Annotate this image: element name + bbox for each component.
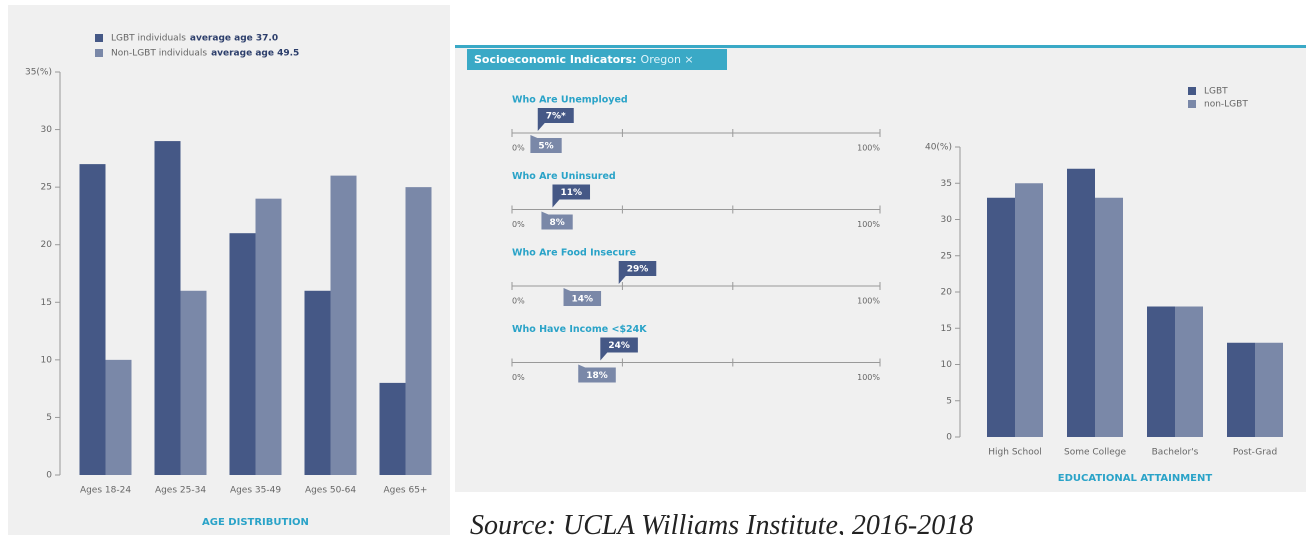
bar: [987, 197, 1015, 437]
legend-label: non-LGBT: [1204, 100, 1248, 110]
marker: [563, 291, 602, 306]
legend-label: Non-LGBT individuals: [111, 49, 207, 59]
marker-pointer: [578, 364, 586, 368]
bar: [1175, 306, 1203, 437]
source: Source: UCLA Williams Institute, 2016-20…: [470, 510, 973, 535]
y-tick-label: 0: [946, 433, 952, 443]
marker-label: 11%: [560, 188, 582, 198]
marker-pointer: [618, 276, 626, 284]
y-tick-label: 40(%): [925, 143, 952, 153]
y-tick-label: 15: [41, 298, 52, 308]
marker: [541, 214, 573, 230]
y-tick-label: 20: [941, 288, 953, 298]
legend-swatch: [95, 34, 103, 42]
bar: [1147, 306, 1175, 437]
marker-label: 24%: [608, 341, 630, 351]
bar: [330, 175, 357, 475]
bar: [379, 382, 406, 475]
y-tick-label: 35(%): [25, 68, 52, 78]
marker-label: 5%: [538, 142, 553, 152]
bar: [105, 359, 132, 475]
marker: [537, 108, 574, 123]
legend-swatch: [1188, 100, 1196, 108]
row-label: Who Have Income <$24K: [512, 324, 647, 335]
x-tick-label: Some College: [1064, 448, 1126, 458]
marker-pointer: [552, 199, 560, 208]
x-axis-label: EDUCATIONAL ATTAINMENT: [1058, 473, 1213, 484]
row-label: Who Are Unemployed: [512, 95, 628, 106]
tab-title: Socioeconomic Indicators:: [474, 53, 637, 66]
bar: [1067, 168, 1095, 437]
bar: [255, 198, 282, 475]
y-tick-label: 20: [41, 240, 53, 250]
legend-swatch: [1188, 87, 1196, 95]
x-tick-label: Ages 50-64: [305, 486, 356, 496]
bar: [79, 164, 106, 475]
x-tick-label: 100%: [857, 373, 880, 382]
marker-label: 7%*: [546, 112, 566, 122]
marker-label: 8%: [549, 218, 564, 228]
bar: [180, 290, 207, 475]
legend-label: LGBT individuals: [111, 34, 186, 44]
marker: [530, 138, 562, 153]
marker-label: 14%: [572, 295, 594, 305]
marker-label: 18%: [586, 371, 608, 381]
bar: [1227, 342, 1255, 437]
marker-pointer: [530, 135, 538, 138]
marker: [578, 367, 616, 383]
row-label: Who Are Uninsured: [512, 171, 616, 182]
bar: [229, 233, 256, 475]
bar: [304, 290, 331, 475]
y-tick-label: 5: [46, 413, 52, 423]
marker: [600, 337, 638, 353]
y-tick-label: 30: [941, 215, 953, 225]
y-tick-label: 30: [41, 125, 53, 135]
x-tick-label: 0%: [512, 144, 525, 153]
marker: [618, 261, 657, 276]
x-tick-label: High School: [988, 448, 1041, 458]
panel-top-border: [455, 45, 1306, 48]
y-tick-label: 35: [941, 179, 952, 189]
marker-pointer: [600, 352, 608, 361]
x-axis-label: AGE DISTRIBUTION: [202, 517, 309, 528]
x-tick-label: Post-Grad: [1233, 448, 1277, 458]
x-tick-label: 100%: [857, 297, 880, 306]
y-tick-label: 0: [46, 471, 52, 481]
y-tick-label: 15: [941, 324, 952, 334]
tab-subtitle: Oregon ×: [641, 53, 694, 66]
legend-note: average age 37.0: [190, 34, 278, 44]
marker-label: 29%: [627, 265, 649, 275]
x-tick-label: 0%: [512, 220, 525, 229]
bar: [1015, 183, 1043, 437]
tab: [467, 49, 727, 70]
marker-pointer: [537, 123, 545, 131]
legend-note: average age 49.5: [211, 49, 299, 59]
y-tick-label: 10: [41, 355, 53, 365]
x-tick-label: Ages 25-34: [155, 486, 206, 496]
x-tick-label: 100%: [857, 144, 880, 153]
bar: [1095, 197, 1123, 437]
x-tick-label: 0%: [512, 373, 525, 382]
y-tick-label: 25: [941, 251, 952, 261]
row-label: Who Are Food Insecure: [512, 248, 636, 259]
legend-swatch: [95, 49, 103, 57]
marker-pointer: [541, 211, 549, 215]
y-tick-label: 10: [941, 360, 953, 370]
bar: [154, 141, 181, 476]
marker-pointer: [563, 288, 571, 291]
marker: [552, 184, 591, 200]
legend-label: LGBT: [1204, 87, 1228, 97]
y-tick-label: 5: [946, 396, 952, 406]
x-tick-label: 100%: [857, 220, 880, 229]
x-tick-label: Ages 65+: [384, 486, 428, 496]
x-tick-label: Bachelor's: [1152, 448, 1199, 458]
x-tick-label: 0%: [512, 297, 525, 306]
x-tick-label: Ages 35-49: [230, 486, 281, 496]
bar: [405, 187, 432, 475]
y-tick-label: 25: [41, 183, 52, 193]
bar: [1255, 342, 1283, 437]
x-tick-label: Ages 18-24: [80, 486, 131, 496]
